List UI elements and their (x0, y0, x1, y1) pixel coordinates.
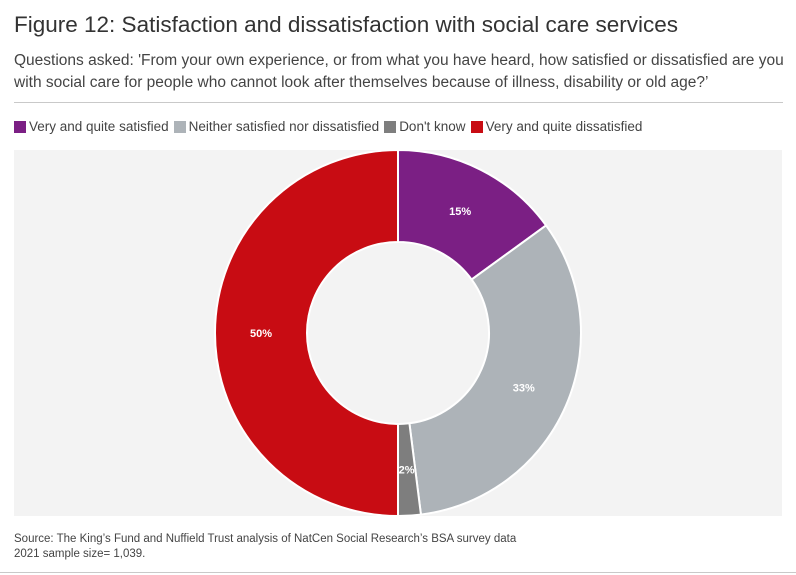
donut-slice-dissatisfied[interactable] (214, 150, 399, 516)
chart-subtitle: Questions asked: 'From your own experien… (14, 52, 784, 91)
footer-divider (0, 572, 796, 573)
legend-swatch-neither (173, 120, 186, 133)
donut-slice-satisfied[interactable] (397, 150, 548, 281)
legend-item-neither[interactable]: Neither satisfied nor dissatisfied (173, 119, 380, 134)
data-label-dont-know: 2% (399, 465, 415, 477)
legend-swatch-dont-know (384, 120, 397, 133)
data-label-neither: 33% (513, 382, 535, 394)
legend-label-dont-know: Don't know (399, 119, 466, 134)
legend-label-satisfied: Very and quite satisfied (29, 119, 169, 134)
legend-label-neither: Neither satisfied nor dissatisfied (188, 119, 380, 134)
legend-item-dissatisfied[interactable]: Very and quite dissatisfied (470, 119, 643, 134)
data-label-dissatisfied: 50% (250, 328, 272, 340)
donut-slice-neither[interactable] (408, 224, 582, 516)
chart-title: Figure 12: Satisfaction and dissatisfact… (14, 12, 679, 37)
chart-legend: Very and quite satisfied Neither satisfi… (14, 119, 647, 134)
legend-item-dont-know[interactable]: Don't know (384, 119, 466, 134)
legend-label-dissatisfied: Very and quite dissatisfied (485, 119, 643, 134)
chart-footer: Source: The King’s Fund and Nuffield Tru… (14, 532, 516, 562)
plot-area: 15% 33% 2% 50% (14, 150, 782, 516)
legend-swatch-satisfied (14, 120, 26, 133)
source-note: Source: The King’s Fund and Nuffield Tru… (14, 533, 517, 545)
legend-swatch-dissatisfied (470, 120, 483, 133)
legend-item-satisfied[interactable]: Very and quite satisfied (14, 119, 169, 134)
donut-chart: 15% 33% 2% 50% (214, 150, 582, 516)
data-label-satisfied: 15% (449, 206, 471, 218)
sample-size-note: 2021 sample size= 1,039. (14, 548, 146, 560)
header-divider (14, 102, 783, 103)
